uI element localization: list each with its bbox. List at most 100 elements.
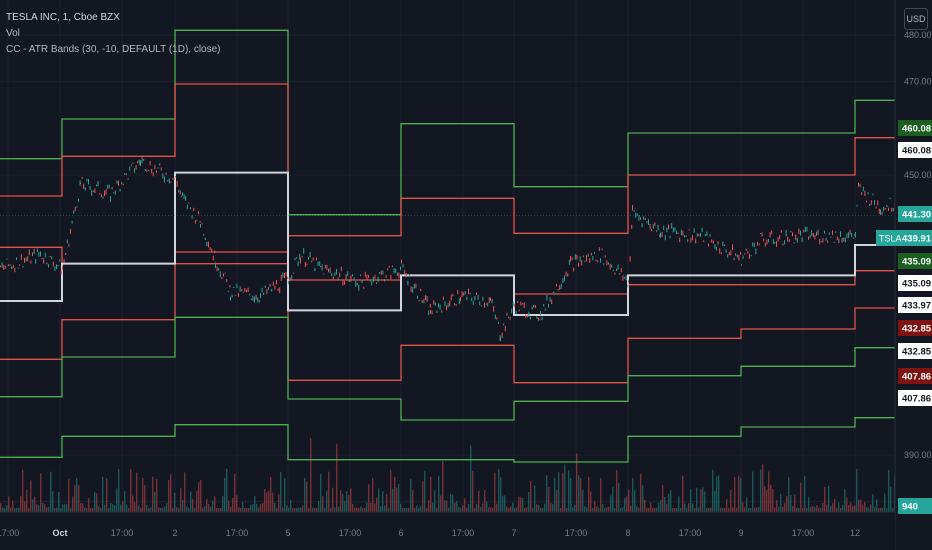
volume-bar — [838, 502, 840, 512]
candle — [785, 230, 787, 237]
volume-bar — [602, 503, 604, 512]
candle — [719, 248, 721, 254]
volume-bar — [882, 507, 884, 512]
volume-bar — [106, 478, 108, 512]
candle — [20, 254, 22, 261]
candle — [631, 224, 633, 229]
volume-bar — [768, 471, 770, 512]
indicator-legend[interactable]: CC - ATR Bands (30, -10, DEFAULT (1D), c… — [6, 44, 221, 55]
volume-bar — [56, 507, 58, 512]
candle — [361, 280, 363, 284]
volume-bar — [836, 507, 838, 512]
candle — [92, 190, 94, 193]
volume-bar — [644, 499, 646, 512]
candle — [206, 241, 208, 247]
candle — [282, 272, 284, 278]
candle — [714, 244, 716, 249]
candle — [412, 287, 414, 293]
volume-bar — [52, 491, 54, 512]
volume-bar — [706, 507, 708, 512]
candle — [433, 300, 435, 305]
volume-bar — [160, 507, 162, 512]
candle — [509, 316, 511, 320]
candle — [757, 241, 758, 246]
candle — [514, 303, 515, 307]
candle — [167, 180, 169, 182]
candle — [102, 196, 104, 199]
candle — [832, 230, 833, 236]
candle — [334, 272, 336, 277]
volume-bar — [342, 494, 344, 512]
x-tick-label: 17:00 — [679, 528, 702, 538]
candle — [74, 206, 76, 211]
candle — [25, 257, 27, 262]
volume-bar — [146, 505, 148, 512]
candle — [643, 216, 645, 220]
candle — [0, 265, 1, 268]
candle — [105, 189, 107, 195]
candle — [390, 274, 392, 280]
candle — [312, 257, 314, 261]
volume-bar — [672, 507, 674, 512]
volume-bar — [6, 505, 8, 512]
candle — [124, 172, 126, 176]
volume-bar — [48, 507, 50, 512]
volume-bar — [608, 506, 610, 512]
candle — [541, 316, 543, 321]
candle — [91, 190, 93, 196]
candle — [382, 270, 384, 275]
volume-bar — [256, 503, 258, 512]
volume-bar — [286, 505, 288, 512]
candle — [851, 232, 853, 238]
candle — [331, 273, 333, 277]
candle — [651, 228, 653, 232]
volume-bar — [372, 477, 374, 512]
candle — [4, 265, 6, 269]
candle — [659, 234, 661, 238]
volume-bar — [782, 506, 784, 512]
candle — [209, 247, 211, 251]
volume-bar — [730, 489, 732, 512]
candle — [110, 196, 111, 202]
volume-bar — [166, 503, 168, 512]
volume-bar — [560, 507, 562, 512]
volume-bar — [390, 469, 392, 512]
candle — [24, 257, 25, 263]
volume-bar — [162, 507, 164, 512]
volume-bar — [118, 469, 120, 512]
volume-bar — [520, 497, 522, 512]
volume-bar — [566, 507, 568, 512]
candle — [551, 299, 553, 305]
candle — [371, 281, 373, 286]
volume-bar — [24, 501, 26, 512]
volume-bar — [66, 503, 68, 512]
volume-bar — [104, 504, 106, 512]
volume-bar — [466, 507, 468, 512]
volume-bar — [550, 502, 552, 512]
currency-button[interactable]: USD — [904, 8, 928, 30]
candle — [874, 200, 875, 206]
candle — [582, 255, 584, 258]
candle — [196, 219, 198, 221]
candle — [709, 234, 711, 237]
volume-bar — [352, 503, 354, 512]
candle — [429, 304, 431, 308]
candle — [814, 235, 816, 240]
volume-bar — [496, 503, 498, 512]
candle — [463, 292, 465, 296]
candle — [78, 198, 79, 202]
volume-legend[interactable]: Vol — [6, 28, 20, 39]
candle — [808, 236, 809, 240]
price-label: 460.08 — [898, 120, 932, 136]
volume-bar — [154, 491, 156, 512]
candle — [306, 263, 308, 266]
volume-bar — [340, 490, 342, 512]
volume-bar — [122, 501, 124, 512]
symbol-title[interactable]: TESLA INC, 1, Cboe BZX — [6, 12, 120, 23]
candle — [536, 316, 538, 319]
candle — [49, 255, 51, 258]
time-axis[interactable] — [0, 512, 895, 550]
price-label-value: 435.09 — [902, 257, 931, 268]
